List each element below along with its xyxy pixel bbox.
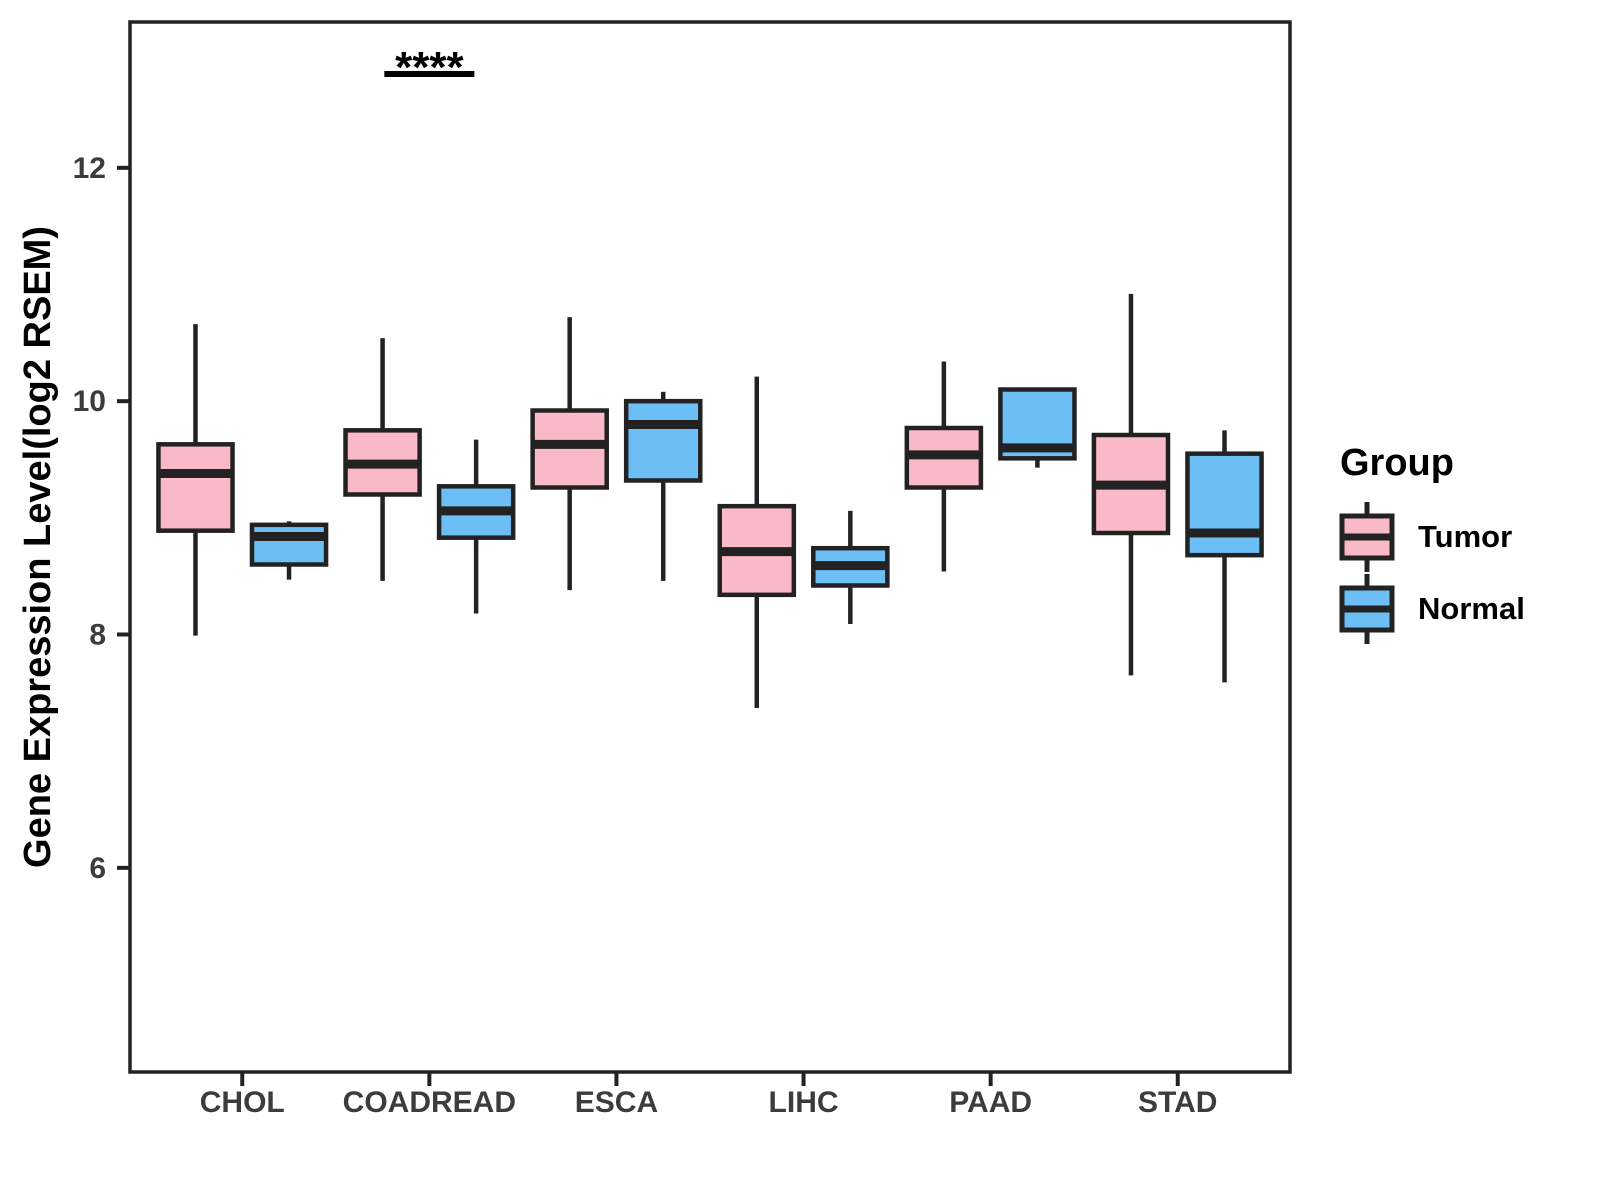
legend-key-normal-boxplot-icon [1339,574,1395,644]
x-tick-label-LIHC: LIHC [769,1086,839,1119]
y-axis-title: Gene Expression Level(log2 RSEM) [17,226,59,868]
x-tick-label-STAD: STAD [1138,1086,1217,1119]
box-Normal-ESCA [623,398,703,483]
legend-entry-normal: Normal [1338,573,1525,645]
x-tick-label-CHOL: CHOL [200,1086,285,1119]
y-tick-label-10: 10 [73,385,106,418]
legend: Group Tumor Normal [1338,442,1525,645]
y-tick-label-12: 12 [73,152,106,185]
legend-key-tumor-boxplot-icon [1339,502,1395,572]
box-Normal-CHOL [249,522,329,567]
y-tick-label-8: 8 [89,619,106,652]
y-tick-label-6: 6 [89,852,106,885]
legend-title: Group [1340,442,1454,484]
box-Normal-STAD [1185,451,1264,558]
panel-border [128,20,1292,1074]
box-Tumor-CHOL [156,442,235,533]
x-tick-label-ESCA: ESCA [575,1086,658,1119]
legend-entry-tumor: Tumor [1338,501,1525,573]
legend-label-normal: Normal [1418,591,1525,626]
box-Tumor-ESCA [530,408,609,490]
significance-label-COADREAD: **** [395,43,464,92]
x-tick-label-PAAD: PAAD [949,1086,1032,1119]
legend-label-tumor: Tumor [1418,519,1513,554]
x-tick-label-COADREAD: COADREAD [343,1086,516,1119]
